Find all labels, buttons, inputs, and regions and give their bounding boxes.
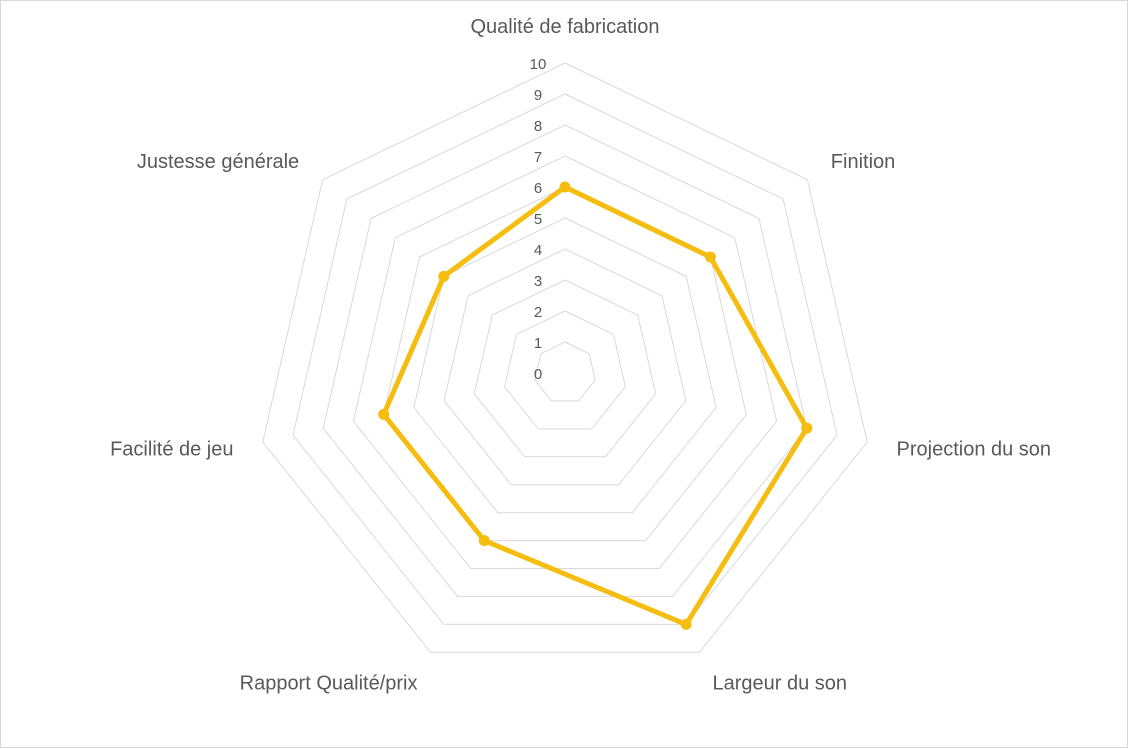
grid-ring	[504, 310, 626, 430]
grid-ring	[473, 279, 657, 458]
tick-label: 4	[534, 242, 542, 259]
grid-ring	[534, 341, 596, 402]
series-layer	[378, 181, 813, 630]
category-label: Projection du son	[897, 439, 1052, 461]
grid-ring	[443, 248, 687, 486]
data-point	[801, 422, 813, 434]
grid-ring	[352, 155, 778, 569]
tick-label: 1	[534, 335, 542, 352]
data-point	[438, 270, 450, 282]
data-point	[478, 535, 490, 547]
category-label: Finition	[831, 151, 895, 173]
series-line	[381, 184, 810, 627]
grid-ring	[413, 217, 717, 514]
category-label: Justesse générale	[137, 151, 299, 173]
category-labels: Qualité de fabrication Finition Projection…	[110, 16, 1051, 694]
data-point	[680, 618, 692, 630]
grid-ring	[383, 186, 747, 542]
category-label: Largeur du son	[713, 672, 848, 694]
tick-label: 8	[534, 118, 542, 135]
category-label: Facilité de jeu	[110, 439, 233, 461]
tick-label: 9	[534, 87, 542, 104]
category-label: Rapport Qualité/prix	[240, 672, 418, 694]
tick-label: 0	[534, 366, 542, 383]
tick-label: 3	[534, 273, 542, 290]
tick-label: 5	[534, 211, 542, 228]
data-point	[378, 408, 390, 420]
grid-ring	[262, 62, 868, 653]
data-point	[704, 251, 716, 263]
tick-label: 10	[530, 56, 547, 73]
grid-ring	[322, 124, 808, 597]
category-label: Qualité de fabrication	[470, 16, 659, 38]
data-point	[559, 181, 571, 193]
tick-label: 6	[534, 180, 542, 197]
radar-grid	[262, 62, 868, 653]
tick-label: 2	[534, 304, 542, 321]
radial-tick-labels: 0 1 2 3 4 5 6 7 8 9 10	[530, 56, 547, 383]
tick-label: 7	[534, 149, 542, 166]
grid-ring	[292, 93, 838, 625]
